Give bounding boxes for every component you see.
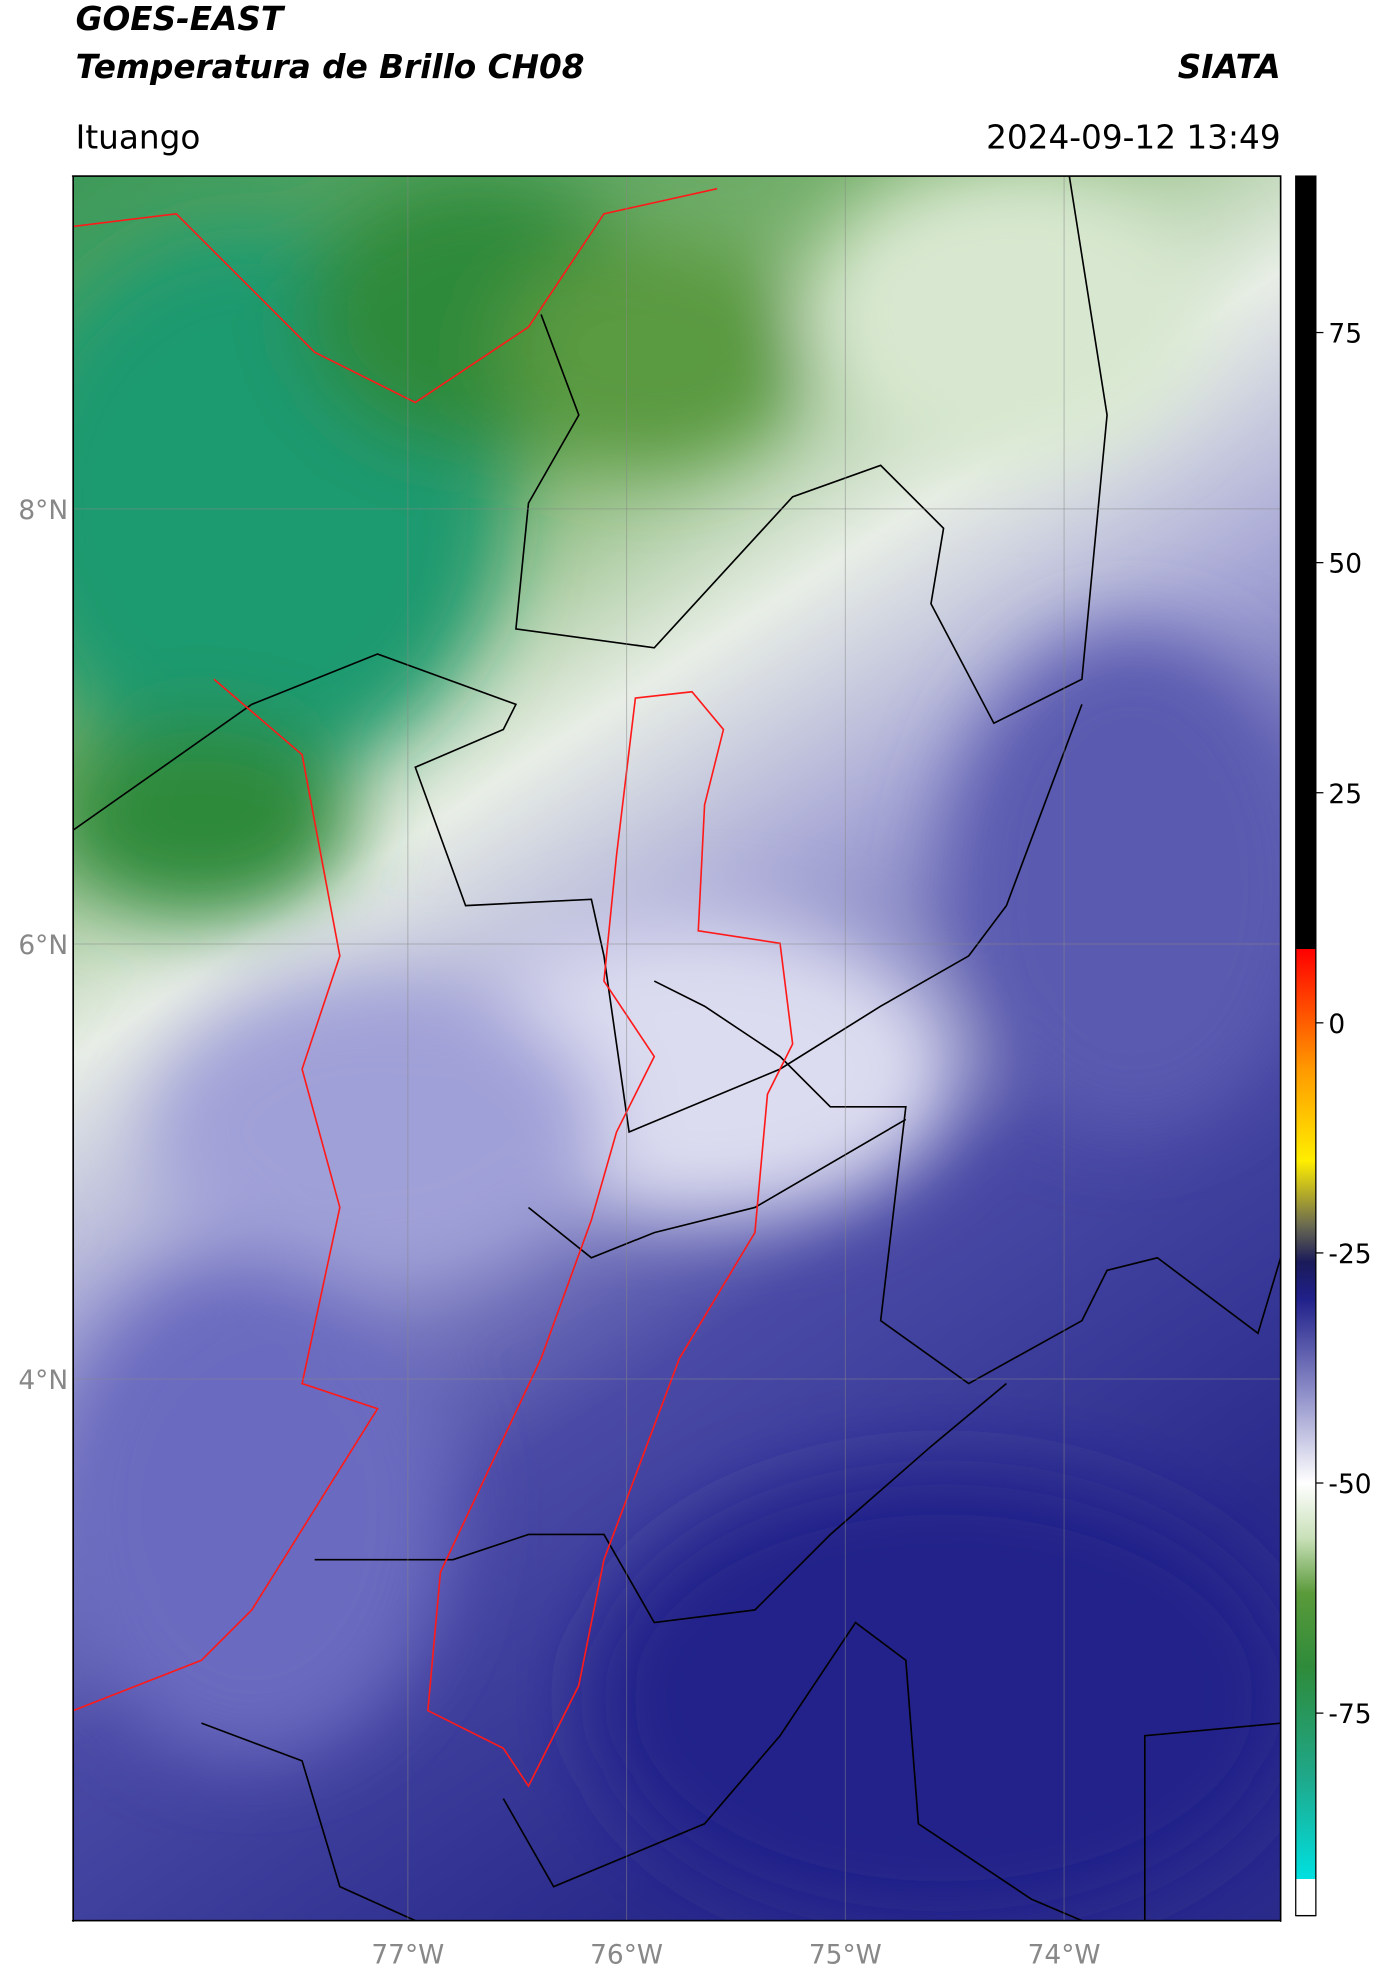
- x-tick-label: 74°W: [1028, 1939, 1101, 1970]
- watershed: [73, 187, 794, 1788]
- x-tick-label: 75°W: [809, 1939, 882, 1970]
- brand: SIATA: [1178, 48, 1281, 86]
- title: GOES-EAST: [76, 0, 286, 38]
- colorbar-tick-label: -75: [1328, 1699, 1371, 1730]
- timestamp: 2024-09-12 13:49: [986, 118, 1281, 156]
- borders: [73, 176, 1281, 1921]
- map-frame: [72, 175, 1282, 1922]
- cloud-field: [73, 176, 1281, 1921]
- colorbar-tick-label: -25: [1328, 1239, 1371, 1270]
- map-area: [73, 176, 1281, 1921]
- colorbar: [1295, 175, 1317, 1917]
- colorbar-tick-label: 0: [1328, 1009, 1345, 1040]
- colorbar-tick-label: 75: [1328, 319, 1362, 350]
- y-tick-label: 6°N: [18, 930, 68, 961]
- x-tick-label: 76°W: [590, 1939, 663, 1970]
- subtitle: Temperatura de Brillo CH08: [76, 48, 585, 86]
- y-tick-label: 8°N: [18, 495, 68, 526]
- grid: [73, 176, 1281, 1921]
- x-tick-label: 77°W: [371, 1939, 444, 1970]
- colorbar-tick-label: -50: [1328, 1469, 1371, 1500]
- y-tick-label: 4°N: [18, 1365, 68, 1396]
- colorbar-tick-label: 50: [1328, 549, 1362, 580]
- colorbar-tick-label: 25: [1328, 779, 1362, 810]
- location: Ituango: [76, 118, 201, 156]
